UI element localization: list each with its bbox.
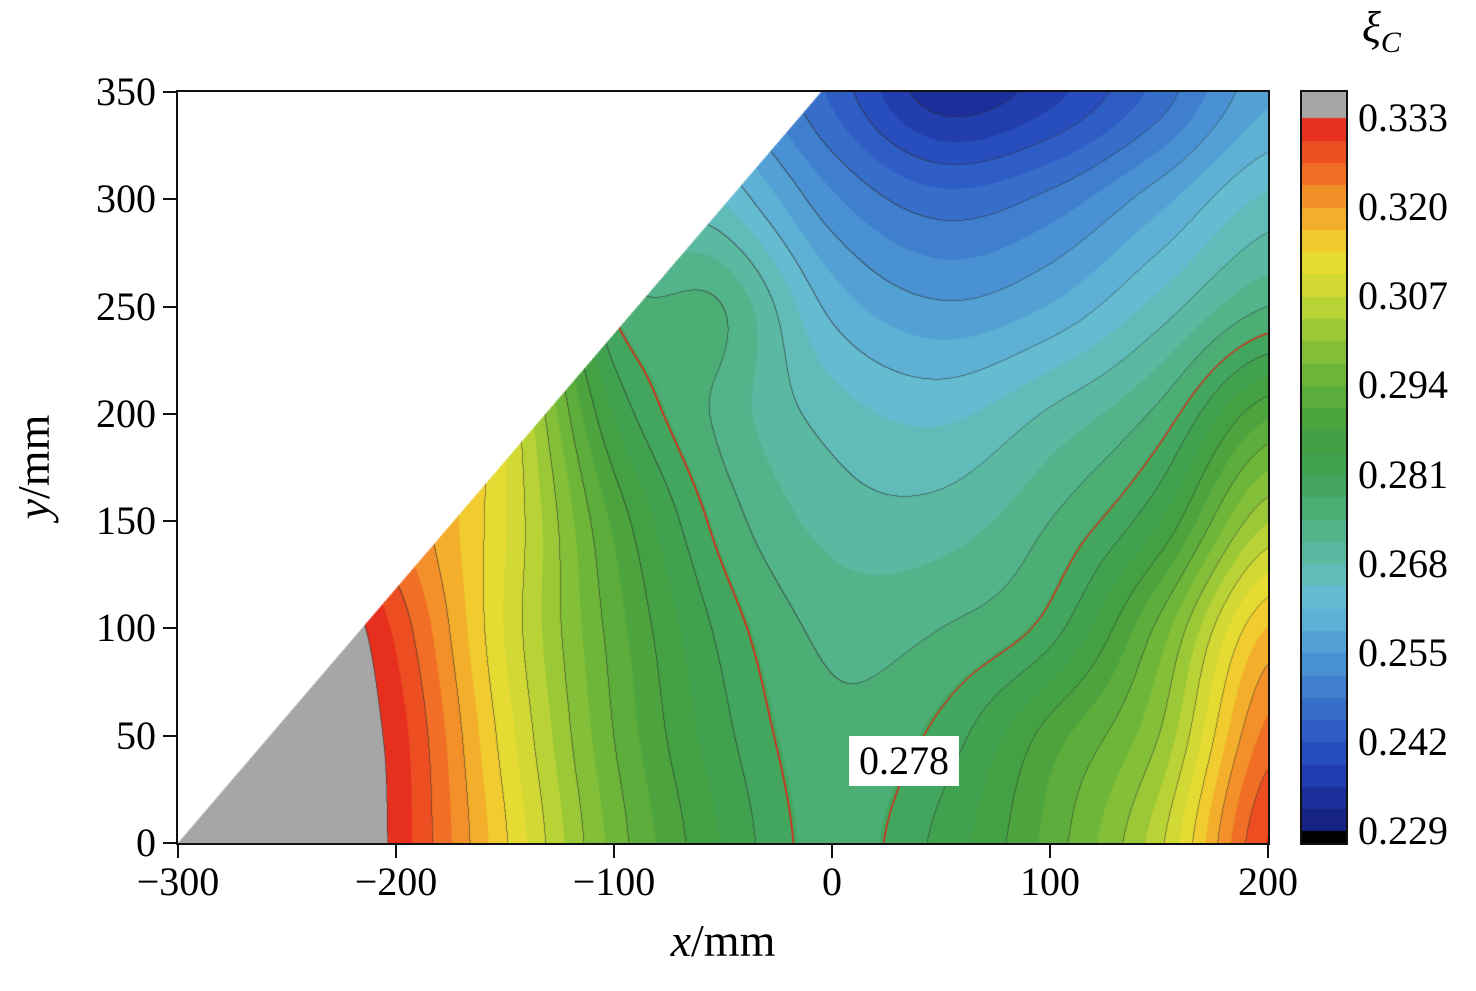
colorbar-canvas: [1302, 92, 1346, 843]
y-tick-label: 350: [96, 69, 156, 114]
y-axis-tick: [163, 520, 176, 523]
colorbar-tick-label: 0.268: [1358, 540, 1448, 586]
y-tick-label: 50: [116, 712, 156, 758]
y-axis-tick: [163, 305, 176, 308]
x-axis-unit: /mm: [691, 915, 776, 966]
x-tick-label: 0: [822, 859, 842, 904]
x-axis-tick: [1049, 845, 1051, 858]
y-axis-tick: [163, 412, 176, 415]
colorbar-tick-label: 0.242: [1358, 718, 1448, 764]
y-tick-label: 250: [96, 283, 156, 329]
y-tick-label: 0: [136, 820, 156, 865]
colorbar-tick-label: 0.229: [1358, 808, 1448, 853]
y-tick-label: 200: [96, 390, 156, 436]
x-axis-tick: [613, 845, 615, 858]
x-axis-tick: [395, 845, 397, 858]
y-tick-label: 100: [96, 605, 156, 651]
x-tick-label: −100: [572, 859, 656, 904]
x-axis-tick: [177, 845, 179, 858]
x-tick-label: −300: [136, 859, 220, 904]
xi-symbol: ξ: [1362, 3, 1381, 52]
x-axis-title: x/mm: [573, 916, 873, 966]
y-tick-label: 150: [96, 498, 156, 544]
colorbar-tick-label: 0.294: [1358, 362, 1448, 408]
x-axis-tick: [1267, 845, 1269, 858]
xi-subscript: C: [1380, 25, 1401, 59]
plot-frame: [176, 90, 1270, 845]
y-axis-tick: [163, 198, 176, 201]
colorbar-title: ξC: [1362, 2, 1401, 60]
y-axis-tick: [163, 91, 176, 93]
x-tick-label: 100: [1020, 859, 1080, 904]
colorbar-tick-label: 0.333: [1358, 95, 1448, 140]
y-axis-tick: [163, 627, 176, 630]
colorbar-frame: [1300, 90, 1348, 845]
y-tick-label: 300: [96, 176, 156, 222]
contour-plot-canvas: [178, 92, 1268, 843]
x-tick-label: −200: [354, 859, 438, 904]
y-axis-tick: [163, 842, 176, 844]
x-axis-tick: [831, 845, 833, 858]
colorbar-tick-label: 0.281: [1358, 451, 1448, 497]
y-axis-tick: [163, 734, 176, 737]
colorbar-tick-label: 0.255: [1358, 629, 1448, 675]
colorbar-tick-label: 0.307: [1358, 273, 1448, 319]
colorbar-tick-label: 0.320: [1358, 184, 1448, 230]
x-axis-variable: x: [670, 915, 692, 966]
x-tick-label: 200: [1238, 859, 1298, 904]
